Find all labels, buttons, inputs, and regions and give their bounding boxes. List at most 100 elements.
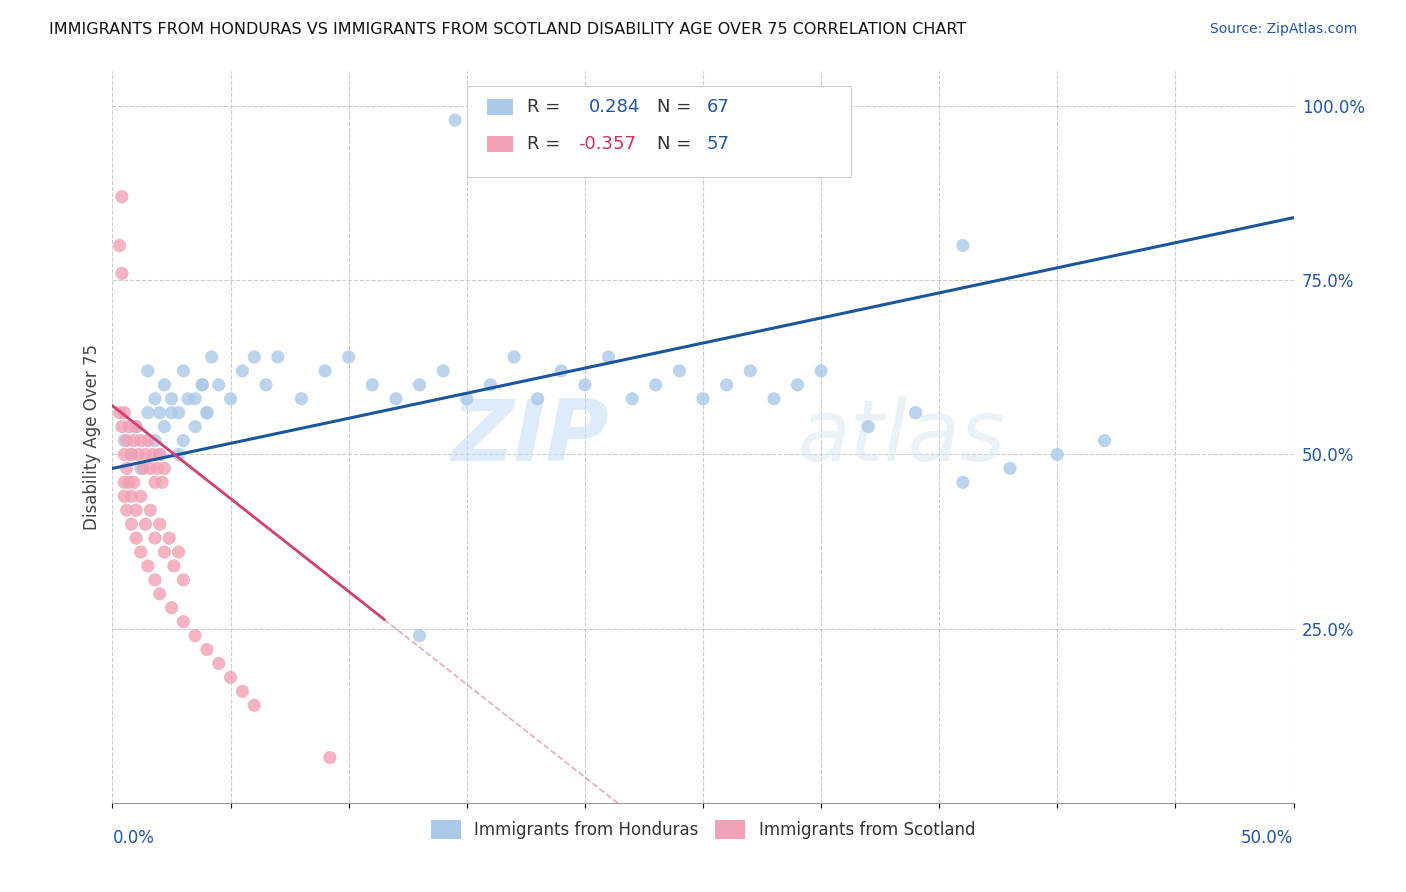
Text: N =: N =	[657, 135, 697, 153]
Point	[112, 489, 135, 503]
Point	[219, 670, 242, 684]
Point	[129, 434, 152, 448]
Point	[172, 364, 194, 378]
Point	[122, 434, 145, 448]
Point	[150, 475, 173, 490]
Point	[167, 406, 190, 420]
Point	[129, 545, 152, 559]
Point	[479, 377, 502, 392]
Legend: Immigrants from Honduras, Immigrants from Scotland: Immigrants from Honduras, Immigrants fro…	[425, 814, 981, 846]
Point	[149, 517, 172, 532]
Point	[142, 448, 165, 462]
Point	[243, 350, 266, 364]
Point	[160, 406, 183, 420]
Point	[243, 698, 266, 713]
Point	[337, 350, 360, 364]
Point	[598, 350, 620, 364]
Point	[108, 406, 131, 420]
Text: 0.284: 0.284	[589, 98, 640, 116]
Point	[112, 434, 135, 448]
Point	[810, 364, 832, 378]
Text: Source: ZipAtlas.com: Source: ZipAtlas.com	[1209, 22, 1357, 37]
Text: R =: R =	[527, 135, 567, 153]
Point	[621, 110, 644, 124]
Y-axis label: Disability Age Over 75: Disability Age Over 75	[83, 344, 101, 530]
Point	[132, 461, 155, 475]
Point	[456, 392, 478, 406]
Point	[172, 434, 194, 448]
Point	[195, 642, 218, 657]
Point	[177, 392, 200, 406]
Point	[231, 684, 253, 698]
Point	[120, 448, 142, 462]
Point	[136, 558, 159, 573]
Point	[153, 377, 176, 392]
Point	[112, 475, 135, 490]
Point	[904, 406, 927, 420]
Text: 67: 67	[707, 98, 730, 116]
Point	[361, 377, 384, 392]
Point	[219, 392, 242, 406]
Text: N =: N =	[657, 98, 697, 116]
Text: IMMIGRANTS FROM HONDURAS VS IMMIGRANTS FROM SCOTLAND DISABILITY AGE OVER 75 CORR: IMMIGRANTS FROM HONDURAS VS IMMIGRANTS F…	[49, 22, 966, 37]
Point	[314, 364, 336, 378]
Text: atlas: atlas	[797, 395, 1005, 479]
Point	[115, 434, 138, 448]
Point	[267, 350, 290, 364]
Point	[408, 629, 430, 643]
Point	[668, 110, 690, 124]
Point	[195, 406, 218, 420]
Point	[163, 558, 186, 573]
Point	[149, 587, 172, 601]
Point	[115, 503, 138, 517]
Point	[319, 750, 342, 764]
Point	[129, 461, 152, 475]
Point	[858, 419, 880, 434]
Point	[157, 531, 180, 545]
Point	[111, 419, 134, 434]
Point	[120, 517, 142, 532]
Point	[125, 419, 148, 434]
Point	[112, 406, 135, 420]
Point	[550, 364, 572, 378]
Point	[127, 448, 149, 462]
Point	[118, 475, 141, 490]
Point	[184, 392, 207, 406]
Point	[172, 573, 194, 587]
Point	[621, 392, 644, 406]
Text: 57: 57	[707, 135, 730, 153]
FancyBboxPatch shape	[486, 99, 513, 115]
Point	[153, 461, 176, 475]
Text: 50.0%: 50.0%	[1241, 829, 1294, 847]
Text: 0.0%: 0.0%	[112, 829, 155, 847]
Point	[153, 419, 176, 434]
Point	[692, 392, 714, 406]
Point	[111, 266, 134, 280]
Point	[125, 531, 148, 545]
Point	[143, 531, 166, 545]
Point	[184, 629, 207, 643]
Point	[998, 461, 1021, 475]
Point	[668, 364, 690, 378]
Point	[1094, 434, 1116, 448]
Point	[172, 615, 194, 629]
Point	[716, 377, 738, 392]
Point	[122, 475, 145, 490]
Point	[111, 190, 134, 204]
FancyBboxPatch shape	[467, 86, 851, 178]
Point	[762, 392, 785, 406]
Point	[503, 350, 526, 364]
Point	[135, 517, 157, 532]
Text: -0.357: -0.357	[578, 135, 636, 153]
Point	[139, 503, 162, 517]
Point	[120, 489, 142, 503]
Point	[108, 238, 131, 252]
Point	[786, 377, 808, 392]
Point	[153, 545, 176, 559]
Point	[201, 350, 224, 364]
Point	[231, 364, 253, 378]
Point	[120, 448, 142, 462]
Point	[208, 657, 231, 671]
Point	[136, 434, 159, 448]
Point	[125, 503, 148, 517]
